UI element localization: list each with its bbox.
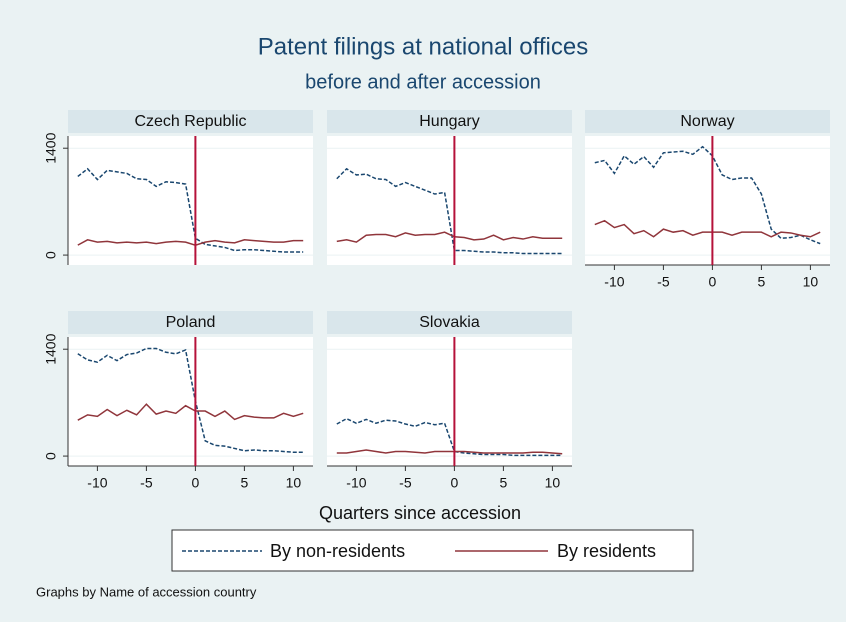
panel-title: Poland [166,314,216,331]
x-tick-label: 10 [286,475,302,491]
x-tick-label: 10 [803,274,819,290]
plot-area [585,136,830,265]
note: Graphs by Name of accession country [36,584,257,599]
series-line [336,449,563,455]
x-tick-label: -5 [657,274,670,290]
legend-label: By residents [557,541,656,561]
strip [327,311,572,334]
panel-title: Slovakia [419,314,480,331]
panel-title: Hungary [419,113,479,130]
series-line [77,347,304,454]
y-tick-label: 1400 [43,333,59,364]
series-line [594,219,821,238]
plot-area [68,337,313,466]
strip [68,311,313,334]
series-line [77,239,304,246]
strip [585,110,830,133]
x-tick-label: 0 [192,475,200,491]
legend [171,529,694,572]
x-tick-label: -10 [604,274,624,290]
x-tick-label: 10 [545,475,561,491]
y-tick-label: 0 [43,452,59,460]
series-line [77,167,304,253]
y-tick-label: 0 [43,251,59,259]
strip [327,110,572,133]
panel-title: Czech Republic [134,113,246,130]
chart-subtitle: before and after accession [305,71,541,93]
x-tick-label: -5 [140,475,153,491]
plot-area [327,136,572,265]
x-tick-label: -5 [399,475,412,491]
chart-title: Patent filings at national offices [258,33,588,60]
plot-area [68,136,313,265]
strip [68,110,313,133]
x-tick-label: 5 [241,475,249,491]
series-line [336,417,563,457]
series-line [594,145,821,245]
series-line [77,403,304,421]
y-tick-label: 1400 [43,132,59,163]
x-tick-label: 5 [758,274,766,290]
x-tick-label: 0 [451,475,459,491]
x-axis-label: Quarters since accession [319,503,521,523]
x-tick-label: -10 [87,475,107,491]
x-tick-label: 0 [709,274,717,290]
x-tick-label: -10 [346,475,366,491]
panel-title: Norway [680,113,734,130]
plot-area [327,337,572,466]
series-line [336,231,563,243]
x-tick-label: 5 [500,475,508,491]
legend-label: By non-residents [270,541,405,561]
series-line [336,167,563,255]
